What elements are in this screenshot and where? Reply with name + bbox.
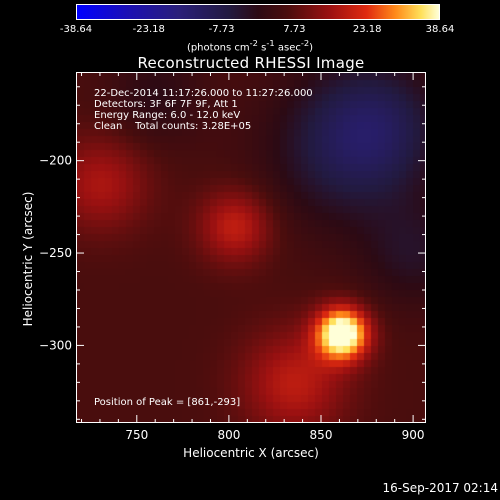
colorbar-tick-label: 38.64: [425, 24, 455, 35]
tick-label: −200: [39, 154, 72, 168]
chart-title: Reconstructed RHESSI Image: [137, 54, 365, 72]
energy-range-info: Energy Range: 6.0 - 12.0 keV: [94, 110, 241, 121]
tick-label: 800: [217, 428, 240, 442]
peak-position-label: Position of Peak = [861,-293]: [94, 397, 241, 408]
colorbar: [76, 4, 440, 20]
tick-label: −300: [39, 338, 72, 352]
colorbar-tick-label: -38.64: [59, 24, 93, 35]
timestamp: 16-Sep-2017 02:14: [382, 481, 498, 495]
colorbar-tick-label: 7.73: [283, 24, 306, 35]
colorbar-tick-label: -23.18: [132, 24, 165, 35]
y-axis-label: Heliocentric Y (arcsec): [21, 191, 35, 327]
detectors-info: Detectors: 3F 6F 7F 9F, Att 1: [94, 99, 238, 110]
plot-area: 22-Dec-2014 11:17:26.000 to 11:27:26.000…: [76, 72, 426, 423]
heatmap-image: [77, 73, 425, 422]
tick-label: 900: [402, 428, 425, 442]
tick-label: 850: [310, 428, 333, 442]
x-axis-label: Heliocentric X (arcsec): [183, 446, 319, 460]
observation-time: 22-Dec-2014 11:17:26.000 to 11:27:26.000: [94, 88, 313, 99]
tick-label: 750: [125, 428, 148, 442]
colorbar-tick-label: 23.18: [352, 24, 382, 35]
tick-label: −250: [39, 246, 72, 260]
method-info: Clean Total counts: 3.28E+05: [94, 121, 252, 132]
colorbar-units-label: (photons cm-2 s-1 asec-2): [186, 38, 314, 54]
colorbar-tick-label: -7.73: [208, 24, 235, 35]
